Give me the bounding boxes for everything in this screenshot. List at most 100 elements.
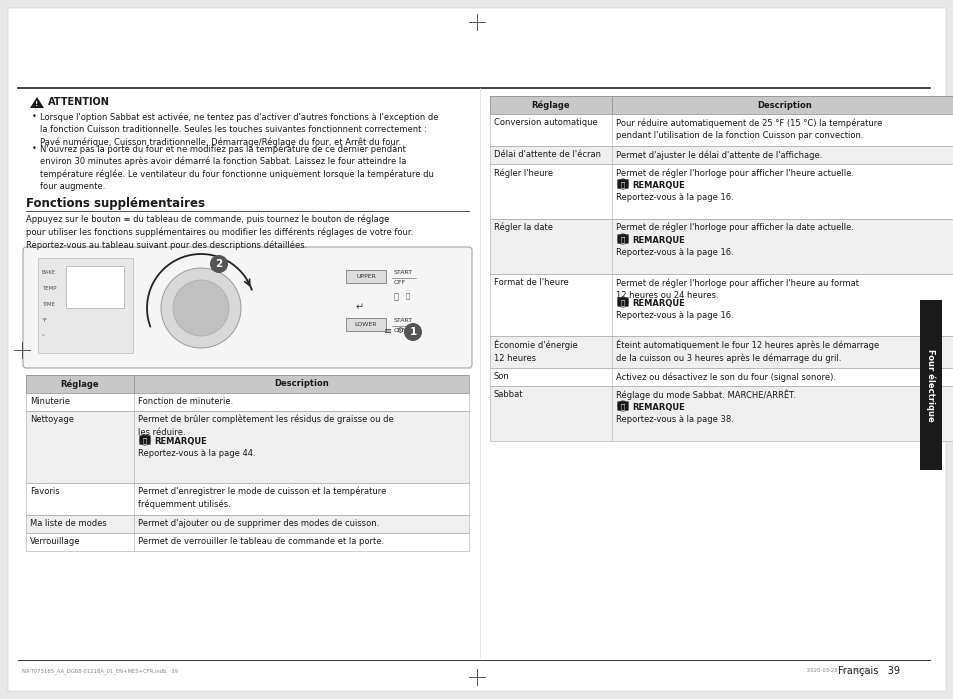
Text: 📖: 📖 xyxy=(620,403,624,410)
Text: Permet d'ajouter ou de supprimer des modes de cuisson.: Permet d'ajouter ou de supprimer des mod… xyxy=(138,519,379,528)
Bar xyxy=(490,219,953,274)
Text: °: ° xyxy=(42,334,45,339)
Text: START: START xyxy=(394,318,413,323)
Bar xyxy=(490,114,953,146)
Text: Régler l'heure: Régler l'heure xyxy=(494,168,553,178)
Text: NX-T075185_AA_DG68-01218A_01_EN+MES+CFR.indb   39: NX-T075185_AA_DG68-01218A_01_EN+MES+CFR.… xyxy=(22,668,178,674)
Circle shape xyxy=(210,255,228,273)
Text: •: • xyxy=(32,112,37,121)
Bar xyxy=(618,236,626,243)
Text: Fonction de minuterie.: Fonction de minuterie. xyxy=(138,397,233,406)
Text: Favoris: Favoris xyxy=(30,487,59,496)
Bar xyxy=(490,114,953,146)
Text: 📖: 📖 xyxy=(620,181,624,188)
Text: 🔖: 🔖 xyxy=(406,292,410,298)
Bar xyxy=(26,483,469,515)
FancyBboxPatch shape xyxy=(617,401,628,410)
Bar xyxy=(26,533,469,551)
Text: 📖: 📖 xyxy=(620,236,624,243)
Bar xyxy=(490,274,953,336)
Text: !: ! xyxy=(35,101,38,107)
Bar xyxy=(490,146,953,164)
Text: Son: Son xyxy=(494,372,509,381)
Bar xyxy=(26,411,469,483)
Bar xyxy=(26,515,469,533)
Text: Description: Description xyxy=(274,380,329,389)
Text: Réglage: Réglage xyxy=(531,100,570,110)
Text: ↵: ↵ xyxy=(355,302,364,312)
Bar xyxy=(490,336,953,368)
Text: Français   39: Français 39 xyxy=(837,666,899,676)
Text: Format de l'heure: Format de l'heure xyxy=(494,278,568,287)
Bar xyxy=(26,375,469,393)
Text: START: START xyxy=(394,270,413,275)
Bar xyxy=(26,533,469,551)
Text: REMARQUE: REMARQUE xyxy=(631,299,684,308)
Text: Description: Description xyxy=(757,101,811,110)
Text: 2020-03-23   ▪  6:47:06: 2020-03-23 ▪ 6:47:06 xyxy=(806,668,869,673)
Text: REMARQUE: REMARQUE xyxy=(631,236,684,245)
Text: Permet de régler l'horloge pour afficher la date actuelle.: Permet de régler l'horloge pour afficher… xyxy=(616,223,853,233)
Bar xyxy=(490,274,953,336)
Text: Lorsque l'option Sabbat est activée, ne tentez pas d'activer d'autres fonctions : Lorsque l'option Sabbat est activée, ne … xyxy=(40,112,438,147)
Bar xyxy=(490,96,953,114)
Text: Appuyez sur le bouton ≡ du tableau de commande, puis tournez le bouton de réglag: Appuyez sur le bouton ≡ du tableau de co… xyxy=(26,215,413,250)
Text: Éteint automatiquement le four 12 heures après le démarrage
de la cuisson ou 3 h: Éteint automatiquement le four 12 heures… xyxy=(616,340,879,363)
Text: Permet de régler l'horloge pour afficher l'heure actuelle.: Permet de régler l'horloge pour afficher… xyxy=(616,168,853,178)
Circle shape xyxy=(617,233,628,245)
Text: ⏰: ⏰ xyxy=(394,292,398,301)
Text: Reportez-vous à la page 44.: Reportez-vous à la page 44. xyxy=(138,449,255,458)
Bar xyxy=(141,436,149,443)
FancyBboxPatch shape xyxy=(617,180,628,189)
Text: 📖: 📖 xyxy=(143,437,147,444)
Text: UPPER: UPPER xyxy=(355,274,375,279)
Bar xyxy=(26,515,469,533)
Text: 1: 1 xyxy=(409,327,416,337)
Text: Permet de verrouiller le tableau de commande et la porte.: Permet de verrouiller le tableau de comm… xyxy=(138,537,384,546)
Text: Réglage: Réglage xyxy=(61,380,99,389)
Bar xyxy=(618,180,626,187)
Bar xyxy=(490,386,953,441)
Polygon shape xyxy=(30,97,44,108)
Text: Régler la date: Régler la date xyxy=(494,223,553,233)
Text: Reportez-vous à la page 16.: Reportez-vous à la page 16. xyxy=(616,248,733,257)
Circle shape xyxy=(617,296,628,308)
Text: Minuterie: Minuterie xyxy=(30,397,70,406)
Circle shape xyxy=(617,401,628,412)
Text: Sabbat: Sabbat xyxy=(494,390,523,399)
Bar xyxy=(490,164,953,219)
Circle shape xyxy=(617,178,628,189)
Circle shape xyxy=(172,280,229,336)
Text: TEMP: TEMP xyxy=(42,286,56,291)
Text: Permet de brûler complètement les résidus de graisse ou de
les réduire.: Permet de brûler complètement les résidu… xyxy=(138,415,394,437)
Text: Ma liste de modes: Ma liste de modes xyxy=(30,519,107,528)
Text: REMARQUE: REMARQUE xyxy=(153,437,207,446)
Text: Délai d'attente de l'écran: Délai d'attente de l'écran xyxy=(494,150,600,159)
FancyBboxPatch shape xyxy=(617,298,628,306)
Text: BAKE: BAKE xyxy=(42,270,56,275)
Text: Activez ou désactivez le son du four (signal sonore).: Activez ou désactivez le son du four (si… xyxy=(616,372,835,382)
Text: Reportez-vous à la page 16.: Reportez-vous à la page 16. xyxy=(616,311,733,320)
Text: REMARQUE: REMARQUE xyxy=(631,403,684,412)
Text: Verrouillage: Verrouillage xyxy=(30,537,80,546)
Text: 📖: 📖 xyxy=(620,299,624,305)
Bar xyxy=(346,270,386,283)
Text: ⚙: ⚙ xyxy=(395,326,402,335)
Text: LOWER: LOWER xyxy=(355,322,376,327)
Bar xyxy=(490,146,953,164)
Text: Fonctions supplémentaires: Fonctions supplémentaires xyxy=(26,197,205,210)
Circle shape xyxy=(139,435,151,445)
Bar xyxy=(66,266,124,308)
Bar xyxy=(26,393,469,411)
Bar xyxy=(490,164,953,219)
Text: •: • xyxy=(32,144,37,153)
Bar xyxy=(490,96,953,114)
Circle shape xyxy=(403,323,421,341)
Text: N'ouvrez pas la porte du four et ne modifiez pas la température de ce dernier pe: N'ouvrez pas la porte du four et ne modi… xyxy=(40,144,434,192)
Bar xyxy=(38,258,132,353)
Circle shape xyxy=(161,268,241,348)
Text: Permet d'ajuster le délai d'attente de l'affichage.: Permet d'ajuster le délai d'attente de l… xyxy=(616,150,821,159)
Text: Permet de régler l'horloge pour afficher l'heure au format
12 heures ou 24 heure: Permet de régler l'horloge pour afficher… xyxy=(616,278,858,300)
Text: Pour réduire automatiquement de 25 °F (15 °C) la température
pendant l'utilisati: Pour réduire automatiquement de 25 °F (1… xyxy=(616,118,882,140)
Text: TIME: TIME xyxy=(42,302,55,307)
